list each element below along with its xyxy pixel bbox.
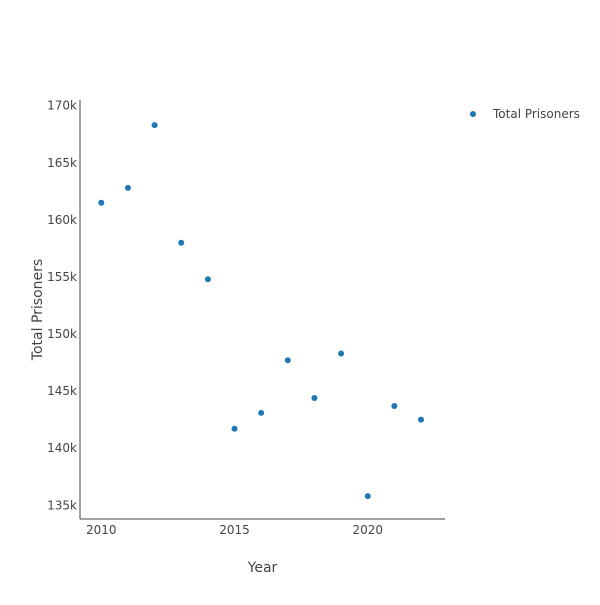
data-point[interactable]	[391, 402, 398, 409]
y-axis-title: Total Prisoners	[30, 259, 46, 361]
y-tick-label: 170k	[47, 99, 77, 113]
y-tick-label: 135k	[47, 498, 77, 512]
legend-marker	[470, 111, 476, 117]
data-point[interactable]	[338, 350, 345, 357]
y-tick-label: 155k	[47, 270, 77, 284]
legend-label: Total Prisoners	[492, 107, 580, 121]
y-tick-label: 140k	[47, 441, 77, 455]
data-point[interactable]	[151, 122, 158, 129]
y-tick-label: 165k	[47, 156, 77, 170]
x-tick-label: 2020	[352, 523, 383, 537]
data-point[interactable]	[311, 394, 318, 401]
data-point[interactable]	[124, 184, 131, 191]
x-tick-labels: 2010 2015 2020	[86, 523, 383, 537]
y-tick-label: 145k	[47, 384, 77, 398]
data-points	[98, 122, 425, 500]
axes	[79, 100, 445, 520]
y-tick-label: 150k	[47, 327, 77, 341]
data-point[interactable]	[284, 357, 291, 364]
data-point[interactable]	[204, 276, 211, 283]
legend[interactable]: Total Prisoners	[470, 107, 580, 121]
data-point[interactable]	[418, 416, 425, 423]
y-tick-label: 160k	[47, 213, 77, 227]
data-point[interactable]	[178, 239, 185, 246]
x-axis-title: Year	[247, 560, 278, 576]
y-tick-labels: 135k 140k 145k 150k 155k 160k 165k 170k	[47, 99, 77, 513]
data-point[interactable]	[231, 425, 238, 432]
data-point[interactable]	[258, 409, 265, 416]
data-point[interactable]	[98, 199, 105, 206]
x-tick-label: 2015	[219, 523, 250, 537]
data-point[interactable]	[364, 493, 371, 500]
x-tick-label: 2010	[86, 523, 117, 537]
